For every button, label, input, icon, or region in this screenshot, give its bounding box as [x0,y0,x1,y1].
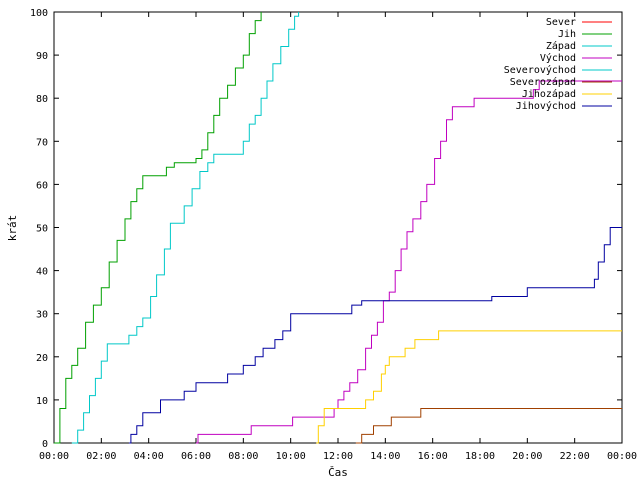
legend: SeverJihZápadVýchodSeverovýchodSeverozáp… [504,17,612,112]
series-line-jih [54,12,262,444]
x-tick-label: 04:00 [134,451,164,462]
series-line-jihovýchod [128,227,622,444]
series-line-východ [196,80,622,444]
series-line-jihozápad [316,330,622,444]
series-line-západ [71,12,300,444]
legend-label: Sever [546,17,576,28]
legend-label: Severovýchod [504,64,576,76]
y-tick-label: 10 [36,396,48,407]
legend-label: Jih [558,29,576,40]
x-tick-label: 16:00 [418,451,448,462]
x-tick-label: 18:00 [465,451,495,462]
series-lines [54,12,622,444]
y-tick-label: 50 [36,224,48,235]
plot-area [53,11,623,444]
y-axis-title: krát [6,215,19,242]
legend-label: Severozápad [510,76,576,88]
x-tick-label: 00:00 [39,451,69,462]
legend-label: Jihovýchod [516,100,576,112]
y-tick-label: 20 [36,353,48,364]
x-tick-label: 22:00 [560,451,590,462]
x-tick-label: 02:00 [86,451,116,462]
legend-label: Východ [540,52,576,64]
y-tick-label: 90 [36,51,48,62]
y-tick-label: 30 [36,310,48,321]
x-axis-title: Čas [328,466,348,479]
legend-label: Jihozápad [522,88,576,100]
y-tick-label: 60 [36,180,48,191]
x-tick-label: 00:00 [607,451,637,462]
legend-label: Západ [546,40,576,52]
y-tick-label: 40 [36,267,48,278]
y-tick-label: 80 [36,94,48,105]
x-tick-label: 20:00 [512,451,542,462]
y-tick-label: 0 [42,439,48,450]
x-tick-label: 12:00 [323,451,353,462]
series-line-severozápad [355,408,622,444]
y-tick-label: 100 [30,8,48,19]
x-tick-label: 10:00 [276,451,306,462]
axis-ticks: 00:00 02:00 04:00 06:00 08:00 10:00 12:00 14:00… [30,8,637,462]
x-tick-label: 06:00 [181,451,211,462]
x-tick-label: 14:00 [370,451,400,462]
y-tick-label: 70 [36,137,48,148]
x-tick-label: 08:00 [228,451,258,462]
